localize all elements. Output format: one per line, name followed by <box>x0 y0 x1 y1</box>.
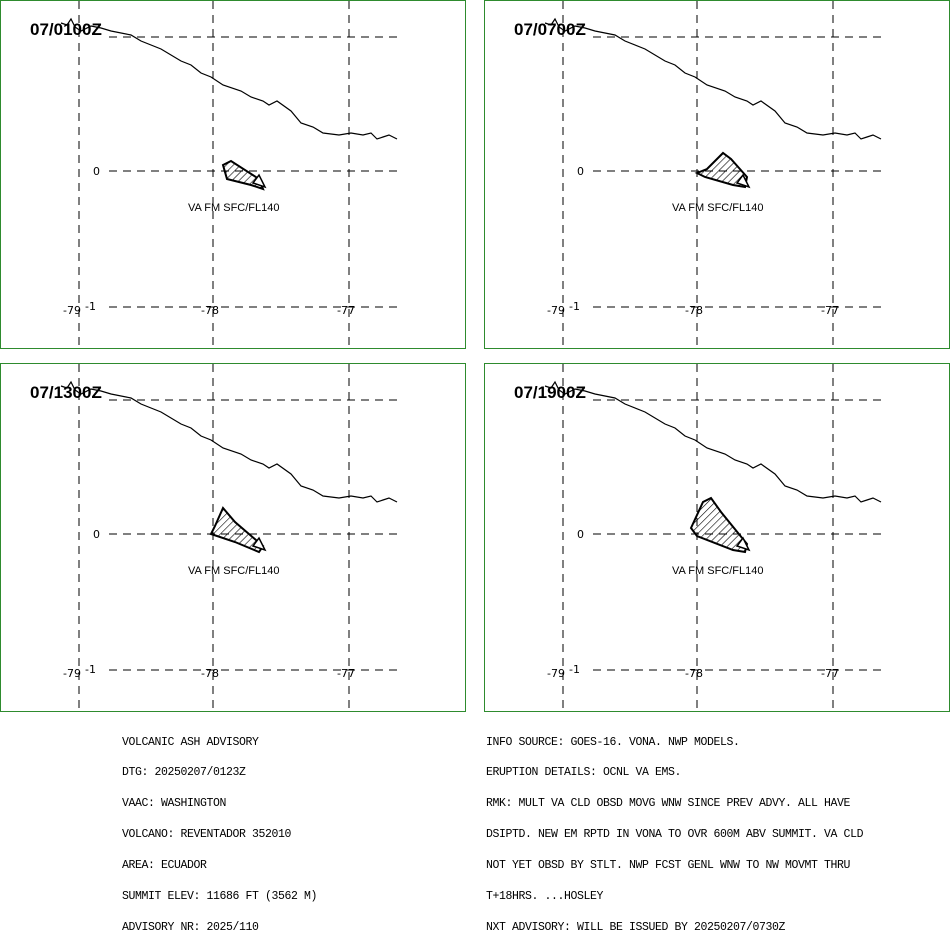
volcano-marker-icon <box>735 173 751 189</box>
lat-label-minus1: -1 <box>569 663 580 676</box>
lat-label-minus1: -1 <box>85 663 96 676</box>
map-graphic <box>544 1 883 348</box>
advisory-line: VAAC: WASHINGTON <box>122 797 227 811</box>
map-graphic <box>60 1 399 348</box>
lon-label-77: -77 <box>821 667 839 680</box>
map-panel-0100z: 07/0100Z 0 -79 -1 -78 -77 VA FM SFC/FL14… <box>0 0 466 349</box>
panel-title: 07/0700Z <box>514 20 586 39</box>
lat-label-0: 0 <box>577 165 584 178</box>
lon-label-78: -78 <box>201 667 219 680</box>
ash-cloud-polygon <box>694 151 749 189</box>
va-cloud-label: VA FM SFC/FL140 <box>672 202 764 214</box>
graticule-lines <box>78 364 399 711</box>
va-cloud-label: VA FM SFC/FL140 <box>672 565 764 577</box>
coastline <box>544 17 882 140</box>
advisory-line: AREA: ECUADOR <box>122 859 207 873</box>
panel-title: 07/1300Z <box>30 383 102 402</box>
advisory-line: ADVISORY NR: 2025/110 <box>122 920 259 934</box>
map-panel-1900z: 07/1900Z 0 -79 -1 -78 -77 VA FM SFC/FL14… <box>484 363 950 712</box>
advisory-line: SUMMIT ELEV: 11686 FT (3562 M) <box>122 890 318 904</box>
volcano-marker-icon <box>251 173 267 189</box>
map-panel-0700z: 07/0700Z 0 -79 -1 -78 -77 VA FM SFC/FL14… <box>484 0 950 349</box>
advisory-line: NOT YET OBSD BY STLT. NWP FCST GENL WNW … <box>486 859 851 873</box>
coastline <box>60 17 398 140</box>
lat-label-0: 0 <box>93 165 100 178</box>
va-cloud-label: VA FM SFC/FL140 <box>188 202 280 214</box>
advisory-line: T+18HRS. ...HOSLEY <box>486 890 604 904</box>
lon-label-78: -78 <box>201 304 219 317</box>
map-panel-1300z: 07/1300Z 0 -79 -1 -78 -77 VA FM SFC/FL14… <box>0 363 466 712</box>
va-cloud-label: VA FM SFC/FL140 <box>188 565 280 577</box>
advisory-line: INFO SOURCE: GOES-16. VONA. NWP MODELS. <box>486 735 740 749</box>
map-graphic <box>60 364 399 711</box>
lon-label-77: -77 <box>821 304 839 317</box>
advisory-header-block: VOLCANIC ASH ADVISORY DTG: 20250207/0123… <box>122 717 317 944</box>
lon-label-79: -79 <box>63 667 81 680</box>
graticule-lines <box>78 1 399 348</box>
lon-label-79: -79 <box>547 304 565 317</box>
lon-label-77: -77 <box>337 304 355 317</box>
lat-label-minus1: -1 <box>569 300 580 313</box>
advisory-line: NXT ADVISORY: WILL BE ISSUED BY 20250207… <box>486 920 786 934</box>
lon-label-79: -79 <box>63 304 81 317</box>
ash-cloud-polygon <box>209 506 265 554</box>
advisory-line: DTG: 20250207/0123Z <box>122 766 246 780</box>
advisory-line: VOLCANIC ASH ADVISORY <box>122 735 259 749</box>
map-graphic <box>544 364 883 711</box>
lat-label-minus1: -1 <box>85 300 96 313</box>
lon-label-78: -78 <box>685 304 703 317</box>
advisory-line: RMK: MULT VA CLD OBSD MOVG WNW SINCE PRE… <box>486 797 851 811</box>
volcano-marker-icon <box>735 536 751 552</box>
panel-title: 07/0100Z <box>30 20 102 39</box>
panel-title: 07/1900Z <box>514 383 586 402</box>
lat-label-0: 0 <box>577 528 584 541</box>
coastline <box>544 380 882 503</box>
lon-label-78: -78 <box>685 667 703 680</box>
lon-label-77: -77 <box>337 667 355 680</box>
advisory-line: DSIPTD. NEW EM RPTD IN VONA TO OVR 600M … <box>486 828 864 842</box>
advisory-line: ERUPTION DETAILS: OCNL VA EMS. <box>486 766 682 780</box>
lon-label-79: -79 <box>547 667 565 680</box>
volcano-marker-icon <box>251 536 267 552</box>
advisory-remarks-block: INFO SOURCE: GOES-16. VONA. NWP MODELS. … <box>486 717 863 944</box>
lat-label-0: 0 <box>93 528 100 541</box>
coastline <box>60 380 398 503</box>
ash-cloud-polygon <box>689 496 749 554</box>
advisory-line: VOLCANO: REVENTADOR 352010 <box>122 828 292 842</box>
